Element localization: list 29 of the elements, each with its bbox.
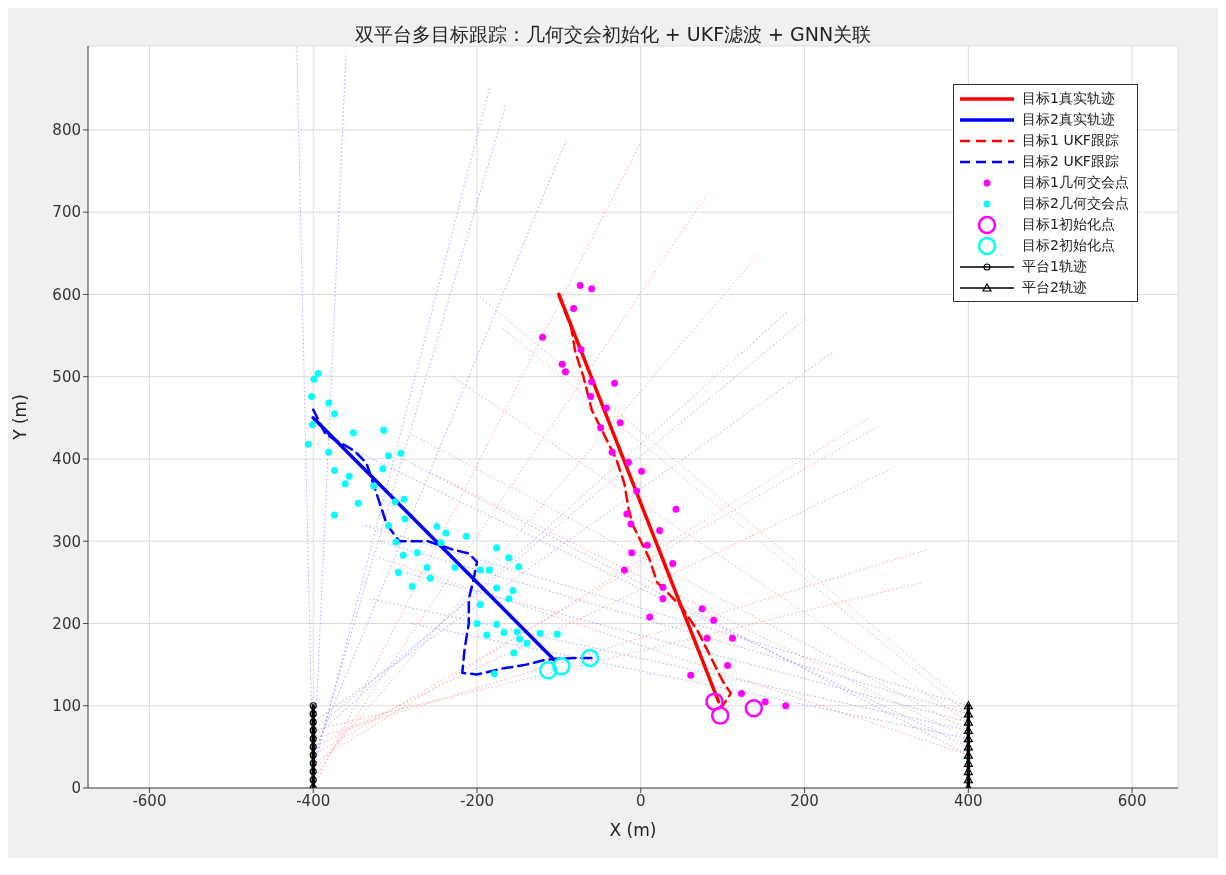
x-tick-label: -200 [459,791,495,810]
y-axis-title: Y (m) [10,394,31,441]
x-tick-label: 200 [790,791,819,810]
y-tick-label: 700 [52,203,81,222]
y-tick-label: 800 [52,121,81,140]
y-tick-label: 600 [52,285,81,304]
legend-label: 目标2初始化点 [1022,236,1115,255]
y-tick-label: 400 [52,450,81,469]
y-tick-label: 500 [52,368,81,387]
x-tick-label: -600 [132,791,167,810]
chart-title: 双平台多目标跟踪：几何交会初始化 + UKF滤波 + GNN关联 [353,22,873,47]
x-tick-label: 400 [954,791,983,810]
legend-label: 目标2 UKF跟踪 [1022,152,1119,171]
y-tick-label: 300 [52,532,81,551]
legend-label: 目标1 UKF跟踪 [1022,131,1119,150]
y-tick-label: 200 [52,614,81,633]
y-tick-label: 100 [52,697,81,716]
y-tick-label: 0 [71,779,81,798]
legend-label: 目标1几何交会点 [1022,173,1129,192]
x-axis-title: X (m) [609,820,657,840]
x-tick-label: 0 [636,791,646,810]
legend-label: 目标2真实轨迹 [1022,110,1115,129]
legend-label: 目标1初始化点 [1022,215,1115,234]
legend-label: 平台1轨迹 [1022,257,1087,276]
x-tick-label: 600 [1117,791,1147,810]
legend-label: 目标2几何交会点 [1022,194,1129,213]
x-tick-label: -400 [296,791,331,810]
legend-label: 平台2轨迹 [1022,278,1087,297]
legend-label: 目标1真实轨迹 [1022,89,1115,108]
